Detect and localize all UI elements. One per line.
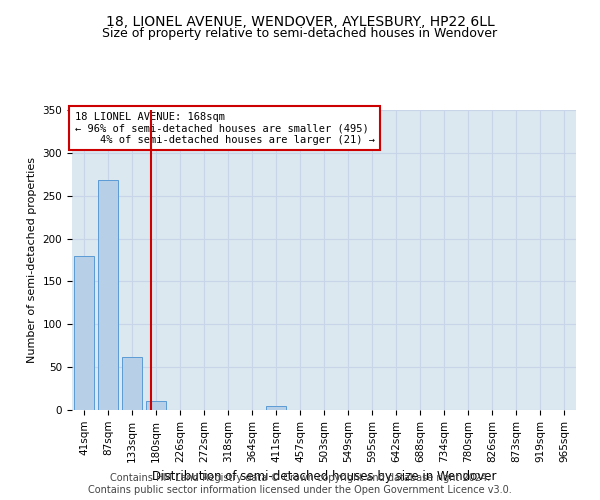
Text: 18 LIONEL AVENUE: 168sqm
← 96% of semi-detached houses are smaller (495)
    4% : 18 LIONEL AVENUE: 168sqm ← 96% of semi-d…: [74, 112, 374, 144]
X-axis label: Distribution of semi-detached houses by size in Wendover: Distribution of semi-detached houses by …: [152, 470, 496, 483]
Bar: [74, 256, 94, 410]
Text: Size of property relative to semi-detached houses in Wendover: Size of property relative to semi-detach…: [103, 28, 497, 40]
Text: 18, LIONEL AVENUE, WENDOVER, AYLESBURY, HP22 6LL: 18, LIONEL AVENUE, WENDOVER, AYLESBURY, …: [106, 15, 494, 29]
Y-axis label: Number of semi-detached properties: Number of semi-detached properties: [27, 157, 37, 363]
Text: Contains HM Land Registry data © Crown copyright and database right 2024.
Contai: Contains HM Land Registry data © Crown c…: [88, 474, 512, 495]
Bar: [146, 402, 166, 410]
Bar: [122, 357, 142, 410]
Bar: [266, 406, 286, 410]
Bar: [98, 180, 118, 410]
